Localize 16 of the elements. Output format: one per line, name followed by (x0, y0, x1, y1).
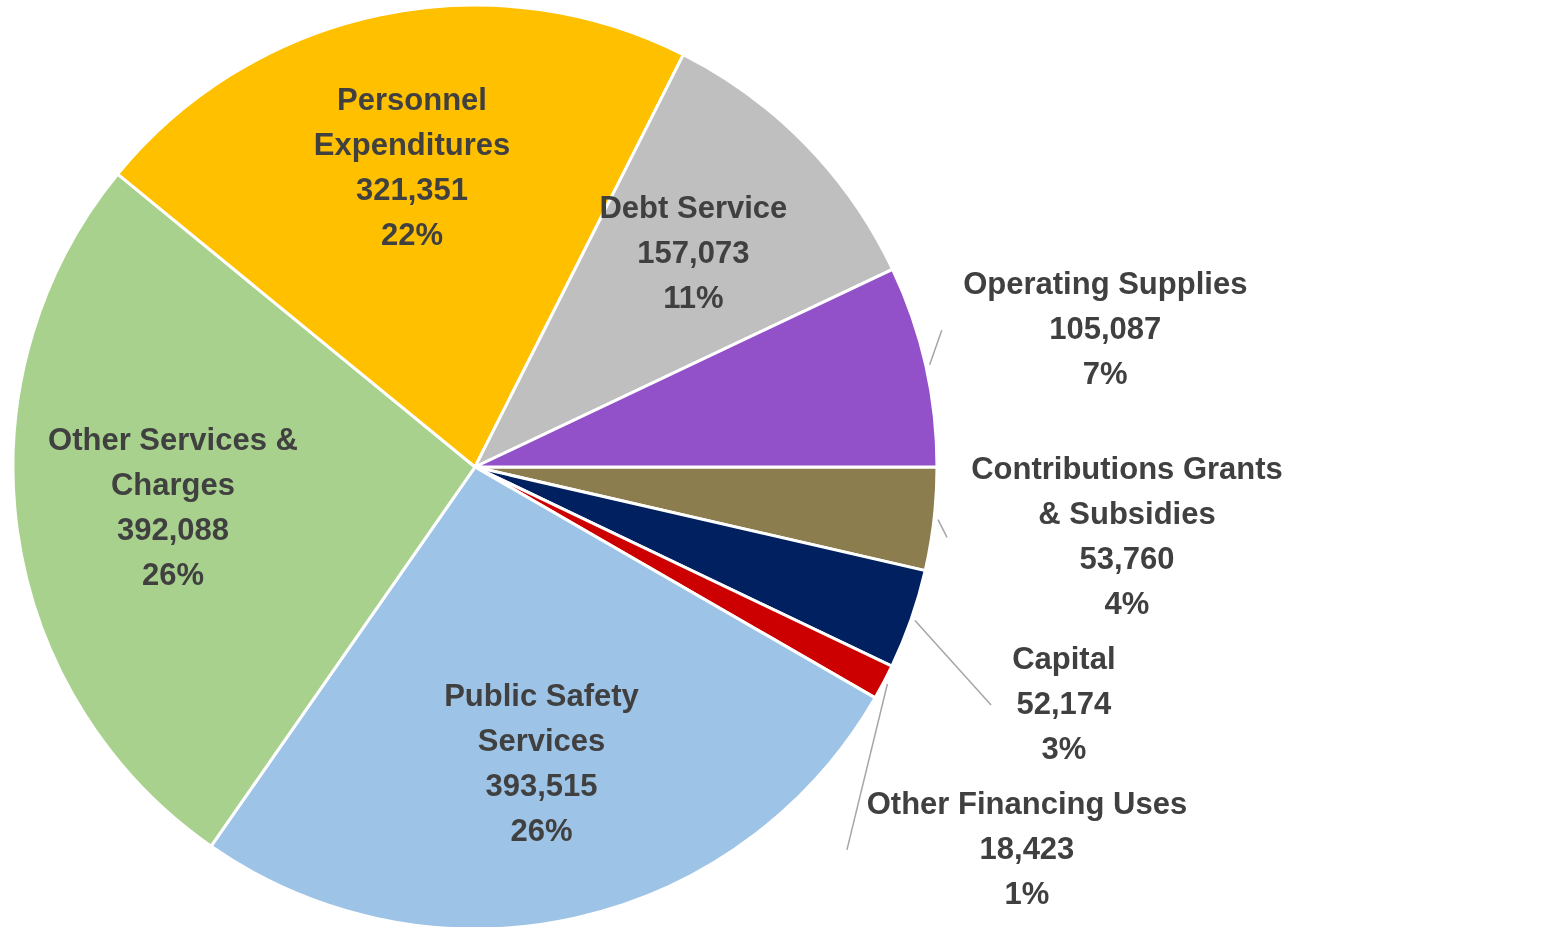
data-label: 393,515 26% (485, 768, 598, 849)
slice-label: Other Services & Charges (48, 422, 298, 503)
data-label: 53,760 4% (1079, 540, 1175, 621)
data-label: 321,351 22% (355, 172, 469, 253)
data-label: 18,423 1% (979, 830, 1075, 911)
data-label: 52,174 3% (1016, 685, 1112, 766)
slice-label: Personnel Expenditures (313, 82, 511, 163)
slice-label: Operating Supplies (963, 266, 1248, 302)
data-label: 157,073 11% (637, 235, 750, 316)
slice-label: Capital (1012, 640, 1116, 676)
slice-label: Debt Service (599, 190, 788, 226)
slice-label: Other Financing Uses (866, 785, 1188, 821)
slice-label: Contributions Grants & Subsidies (971, 450, 1283, 531)
data-label: 105,087 7% (1049, 311, 1162, 392)
data-label: 392,088 26% (116, 512, 230, 593)
slice-label: Public Safety Services (444, 678, 640, 759)
